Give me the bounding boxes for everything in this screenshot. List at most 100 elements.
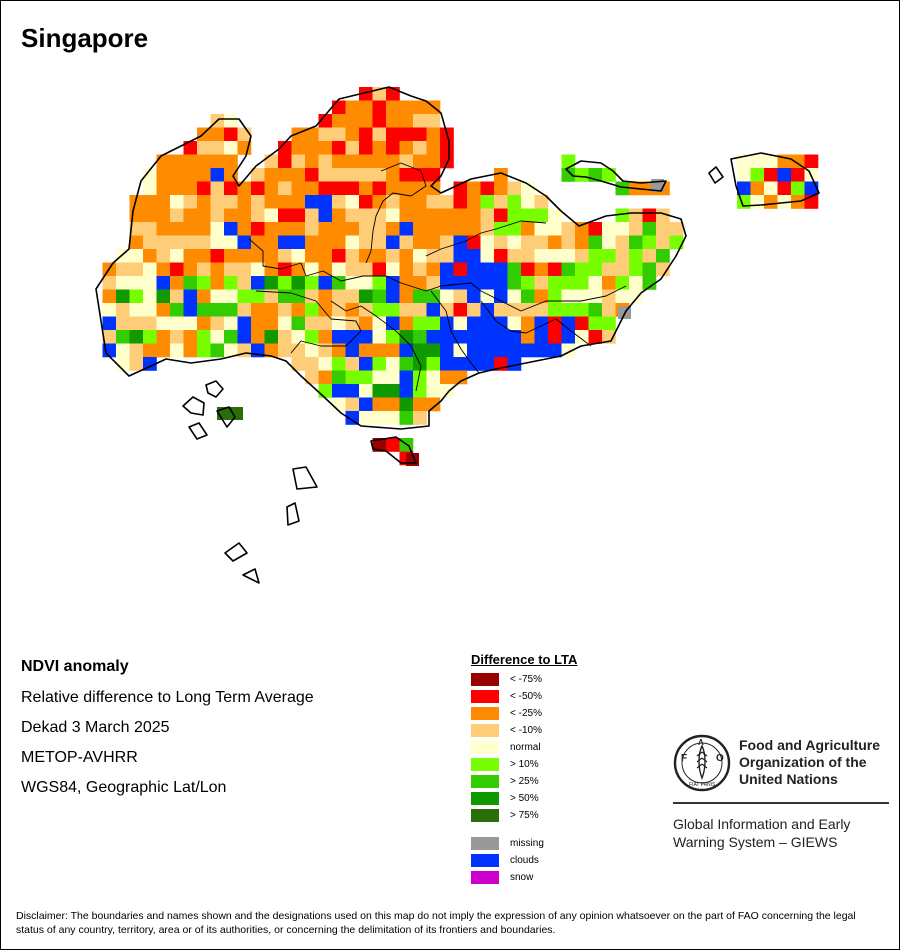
anomaly-cell [467, 262, 481, 277]
anomaly-cell [183, 316, 198, 331]
info-line-description: Relative difference to Long Term Average [21, 689, 314, 706]
anomaly-cell [453, 330, 468, 344]
anomaly-cell [345, 249, 360, 263]
anomaly-cell [399, 357, 414, 371]
anomaly-cell [575, 330, 589, 344]
legend-swatch [471, 775, 499, 788]
anomaly-cell [116, 316, 130, 331]
legend-swatch [471, 871, 499, 884]
anomaly-cell [332, 330, 346, 344]
anomaly-cell [143, 330, 157, 344]
anomaly-cell [615, 249, 630, 263]
anomaly-cell [413, 235, 427, 250]
anomaly-cell [507, 316, 522, 331]
anomaly-cell [386, 316, 400, 331]
anomaly-cell [278, 330, 292, 344]
anomaly-cell [656, 249, 670, 263]
anomaly-cell [615, 222, 630, 236]
anomaly-cell [224, 276, 238, 290]
anomaly-cell [197, 168, 211, 182]
anomaly-cell [656, 262, 670, 277]
info-line-period: Dekad 3 March 2025 [21, 719, 170, 736]
anomaly-cell [345, 370, 360, 385]
anomaly-cell [521, 262, 535, 277]
anomaly-cell [224, 289, 238, 304]
anomaly-cell [237, 276, 252, 290]
anomaly-cell [507, 235, 522, 250]
anomaly-cell [318, 222, 333, 236]
anomaly-cell [291, 276, 306, 290]
anomaly-cell [305, 222, 319, 236]
anomaly-cell [588, 316, 603, 331]
anomaly-cell [548, 343, 562, 358]
anomaly-cell [494, 222, 508, 236]
anomaly-cell [467, 276, 481, 290]
anomaly-cell [224, 181, 238, 196]
anomaly-cell [143, 208, 157, 223]
anomaly-cell [480, 276, 495, 290]
anomaly-cell [237, 235, 252, 250]
anomaly-cell [413, 303, 427, 317]
anomaly-cell [386, 330, 400, 344]
anomaly-cell [278, 222, 292, 236]
anomaly-cell [332, 397, 346, 412]
anomaly-cell [129, 222, 144, 236]
anomaly-cell [453, 303, 468, 317]
anomaly-cell [494, 289, 508, 304]
anomaly-cell [318, 303, 333, 317]
anomaly-cell [426, 276, 441, 290]
anomaly-cell [426, 357, 441, 371]
anomaly-cell [521, 276, 535, 290]
anomaly-cell [507, 330, 522, 344]
anomaly-cell [291, 316, 306, 331]
anomaly-cell [291, 195, 306, 209]
anomaly-cell [453, 208, 468, 223]
anomaly-cell [210, 208, 225, 223]
anomaly-cell [426, 222, 441, 236]
anomaly-cell [372, 397, 387, 412]
anomaly-cell [345, 195, 360, 209]
anomaly-cell [359, 168, 373, 182]
anomaly-cell [399, 397, 414, 412]
anomaly-cell [521, 181, 535, 196]
anomaly-cell [561, 222, 576, 236]
anomaly-cell [156, 181, 171, 196]
anomaly-cell [426, 384, 441, 398]
anomaly-cell [345, 114, 360, 128]
anomaly-cell [332, 370, 346, 385]
anomaly-cell [318, 114, 333, 128]
anomaly-cell [129, 249, 144, 263]
anomaly-cell [548, 316, 562, 331]
anomaly-cell [440, 141, 454, 155]
anomaly-cell [575, 303, 589, 317]
anomaly-cell [332, 316, 346, 331]
anomaly-cell [170, 343, 184, 358]
anomaly-cell [521, 208, 535, 223]
anomaly-cell [197, 262, 211, 277]
anomaly-cell [291, 154, 306, 169]
anomaly-cell [494, 168, 508, 182]
anomaly-cell [237, 195, 252, 209]
anomaly-cell [129, 316, 144, 331]
anomaly-cell [656, 235, 670, 250]
anomaly-cell [413, 316, 427, 331]
anomaly-cell [507, 195, 522, 209]
anomaly-cell [494, 316, 508, 331]
anomaly-cell [534, 343, 549, 358]
anomaly-cell [197, 195, 211, 209]
anomaly-cell [291, 141, 306, 155]
anomaly-cell [237, 249, 252, 263]
anomaly-cell [251, 289, 265, 304]
anomaly-cell [345, 127, 360, 142]
anomaly-cell [453, 195, 468, 209]
anomaly-cell [345, 357, 360, 371]
anomaly-cell [332, 384, 346, 398]
anomaly-cell [129, 289, 144, 304]
anomaly-cell [291, 303, 306, 317]
anomaly-cell [372, 114, 387, 128]
anomaly-cell [575, 316, 589, 331]
anomaly-cell [224, 235, 238, 250]
anomaly-cell [413, 222, 427, 236]
anomaly-cell [156, 154, 171, 169]
anomaly-cell [386, 100, 400, 115]
